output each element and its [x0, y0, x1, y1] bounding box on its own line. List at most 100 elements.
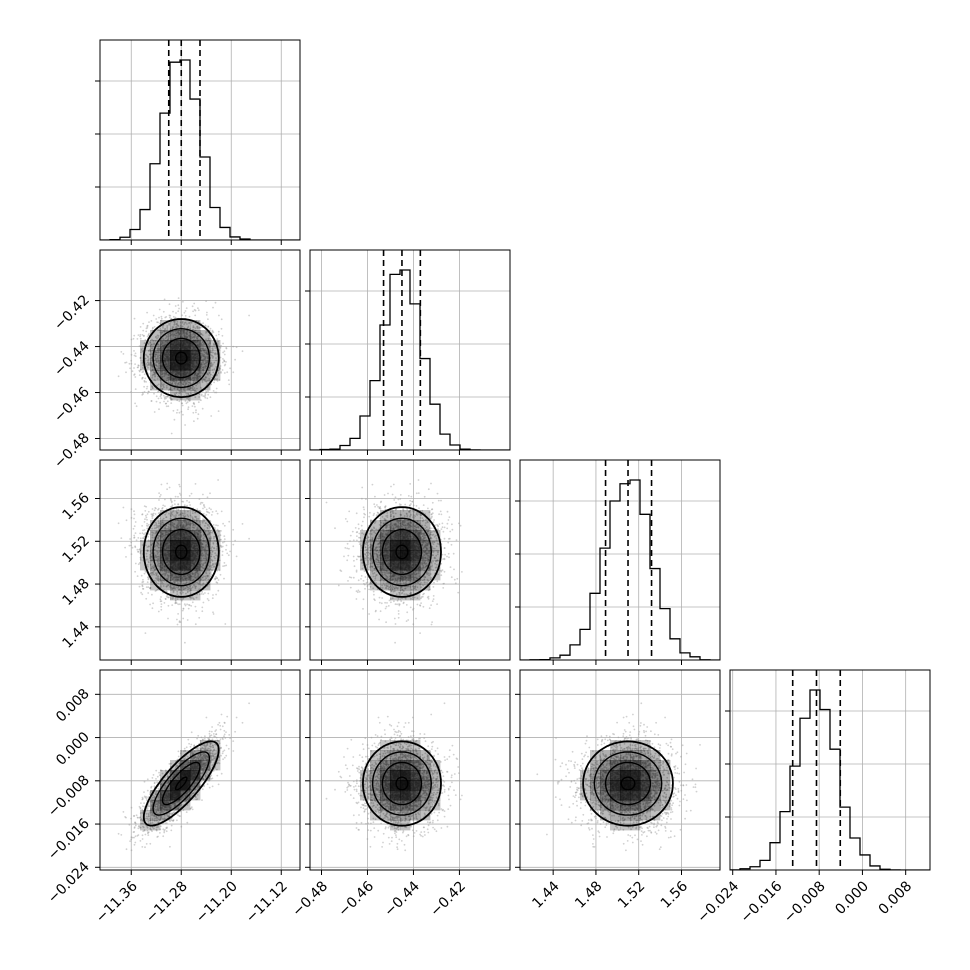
scatter-point: [124, 546, 126, 549]
scatter-point: [207, 599, 210, 602]
scatter-point: [194, 391, 196, 393]
scatter-point: [159, 370, 162, 372]
scatter-point: [198, 393, 201, 395]
scatter-point: [209, 340, 212, 343]
scatter-point: [137, 366, 139, 369]
scatter-point: [164, 328, 167, 330]
scatter-point: [163, 372, 166, 374]
scatter-point: [193, 332, 195, 335]
scatter-point: [206, 355, 209, 358]
scatter-point: [147, 359, 150, 362]
scatter-point: [200, 371, 202, 373]
scatter-point: [223, 538, 226, 540]
scatter-point: [150, 400, 153, 402]
scatter-point: [181, 322, 184, 324]
scatter-point: [196, 337, 199, 340]
scatter-point: [151, 329, 154, 332]
scatter-point: [220, 318, 223, 321]
scatter-point: [152, 373, 155, 376]
scatter-point: [157, 369, 159, 371]
scatter-point: [196, 417, 199, 420]
scatter-point: [222, 541, 224, 544]
scatter-point: [194, 623, 197, 626]
scatter-point: [177, 297, 180, 299]
scatter-point: [141, 361, 144, 364]
scatter-point: [222, 351, 225, 354]
scatter-point: [179, 392, 181, 394]
scatter-point: [207, 325, 210, 328]
scatter-point: [221, 334, 224, 337]
scatter-point: [136, 548, 139, 551]
scatter-point: [174, 394, 176, 396]
scatter-point: [131, 370, 134, 373]
scatter-point: [133, 350, 135, 352]
scatter-point: [194, 396, 197, 399]
scatter-point: [181, 321, 184, 323]
scatter-point: [159, 331, 162, 334]
scatter-point: [133, 534, 136, 537]
scatter-point: [198, 396, 201, 398]
scatter-point: [200, 363, 203, 365]
scatter-point: [139, 326, 142, 328]
scatter-point: [135, 405, 138, 408]
scatter-point: [136, 338, 139, 340]
scatter-point: [204, 392, 207, 395]
scatter-point: [141, 581, 144, 584]
scatter-point: [186, 499, 188, 502]
scatter-point: [207, 390, 209, 393]
scatter-point: [147, 578, 150, 581]
scatter-point: [138, 370, 141, 373]
scatter-point: [228, 520, 231, 523]
scatter-point: [176, 409, 179, 411]
scatter-point: [156, 349, 159, 352]
scatter-point: [151, 607, 154, 610]
scatter-point: [159, 395, 162, 398]
scatter-point: [134, 355, 137, 358]
scatter-point: [202, 369, 205, 371]
scatter-point: [167, 374, 170, 376]
scatter-point: [204, 325, 207, 327]
scatter-point: [147, 586, 150, 588]
scatter-point: [164, 598, 167, 600]
scatter-point: [176, 618, 178, 621]
scatter-point: [205, 380, 208, 383]
scatter-point: [160, 394, 163, 397]
scatter-point: [151, 364, 153, 367]
scatter-point: [205, 300, 208, 302]
scatter-point: [227, 554, 230, 557]
scatter-point: [156, 347, 159, 350]
scatter-point: [200, 363, 203, 365]
scatter-point: [157, 397, 160, 400]
scatter-point: [157, 369, 159, 372]
scatter-point: [201, 348, 204, 351]
scatter-point: [232, 371, 235, 374]
scatter-point: [141, 593, 144, 596]
scatter-point: [223, 565, 226, 567]
scatter-point: [145, 516, 148, 519]
scatter-point: [184, 400, 187, 402]
scatter-point: [207, 326, 210, 328]
scatter-point: [149, 341, 152, 344]
scatter-point: [133, 367, 135, 369]
scatter-point: [160, 381, 163, 384]
scatter-point: [195, 384, 198, 387]
scatter-point: [153, 509, 156, 512]
scatter-point: [182, 413, 184, 416]
scatter-point: [175, 332, 178, 335]
scatter-point: [145, 330, 148, 333]
scatter-point: [159, 329, 161, 332]
scatter-point: [181, 609, 184, 612]
scatter-point: [206, 353, 209, 356]
scatter-point: [204, 396, 207, 399]
scatter-point: [157, 344, 159, 347]
scatter-point: [155, 364, 158, 367]
scatter-point: [189, 399, 191, 402]
scatter-point: [155, 351, 158, 353]
scatter-point: [144, 518, 146, 521]
scatter-point: [139, 356, 142, 359]
scatter-point: [211, 347, 214, 350]
scatter-point: [188, 388, 191, 391]
scatter-point: [160, 605, 163, 608]
scatter-point: [187, 386, 190, 389]
scatter-point: [134, 562, 137, 565]
